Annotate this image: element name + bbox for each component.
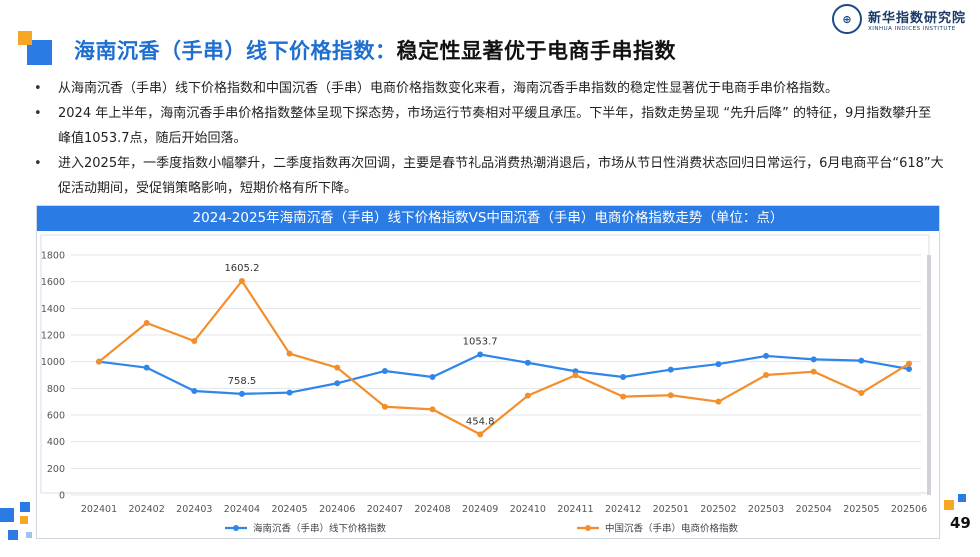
slide-title: 海南沉香（手串）线下价格指数：稳定性显著优于电商手串指数 <box>74 35 676 65</box>
series-1-point <box>667 392 674 399</box>
series-0-point <box>524 359 531 366</box>
x-tick-label: 202405 <box>271 504 307 515</box>
x-tick-label: 202407 <box>367 504 403 515</box>
series-0-point <box>381 368 388 374</box>
series-1-point <box>477 431 484 438</box>
series-0-point <box>906 366 912 372</box>
series-line-1 <box>98 279 910 436</box>
x-tick-label: 202409 <box>462 504 498 515</box>
series-1-point <box>429 406 436 413</box>
x-tick-label: 202404 <box>224 504 260 515</box>
title-accent-square-orange <box>18 31 32 45</box>
decor-square <box>944 500 954 510</box>
series-1-point <box>906 360 912 367</box>
series-0-point <box>667 366 674 373</box>
series-1-point <box>238 277 245 284</box>
slide-title-main: 海南沉香（手串）线下价格指数： <box>74 39 397 63</box>
y-tick-label: 1400 <box>41 304 65 315</box>
series-1-point <box>334 364 341 371</box>
decor-square <box>958 494 966 502</box>
chart-title: 2024-2025年海南沉香（手串）线下价格指数VS中国沉香（手串）电商价格指数… <box>37 206 939 231</box>
slide-title-sub: 稳定性显著优于电商手串指数 <box>396 39 676 63</box>
x-tick-label: 202410 <box>510 504 546 515</box>
series-0-point <box>620 374 627 380</box>
x-tick-label: 202506 <box>891 504 927 515</box>
x-tick-label: 202501 <box>653 504 689 515</box>
x-tick-label: 202411 <box>557 504 593 515</box>
series-0-point <box>429 374 436 380</box>
line-chart: 0 200 400 600 800 1000 1200 1400 1600 1800 202401 2… <box>40 234 931 535</box>
series-0-point <box>810 356 817 363</box>
series-0-point <box>477 351 484 358</box>
legend-entry: 海南沉香（手串）线下价格指数 <box>253 523 387 535</box>
plot-border <box>40 234 930 494</box>
series-1-point <box>810 368 817 375</box>
x-tick-label: 202505 <box>843 504 879 515</box>
series-0-point <box>238 390 245 397</box>
series-0-point <box>334 380 341 387</box>
series-line-0 <box>98 353 910 395</box>
bullet-item: 从海南沉香（手串）线下价格指数和中国沉香（手串）电商价格指数变化来看，海南沉香手… <box>34 76 944 101</box>
x-tick-label: 202403 <box>176 504 212 515</box>
y-tick-label: 1200 <box>41 331 65 342</box>
decor-square <box>0 508 14 522</box>
series-0-point <box>715 361 722 368</box>
decor-square <box>20 502 30 512</box>
logo-text: 新华指数研究院 XINHUA INDICES INSTITUTE <box>868 7 966 32</box>
series-1-point <box>572 372 579 379</box>
plot-shadow <box>927 255 931 495</box>
series-1-point <box>620 393 627 400</box>
legend-swatch-marker <box>233 525 239 531</box>
decor-square <box>26 532 32 538</box>
logo-name-cn: 新华指数研究院 <box>867 10 966 26</box>
bullet-list: 从海南沉香（手串）线下价格指数和中国沉香（手串）电商价格指数变化来看，海南沉香手… <box>34 76 944 201</box>
series-1-point <box>763 372 770 378</box>
x-tick-label: 202402 <box>129 504 165 515</box>
x-tick-label: 202406 <box>319 504 355 515</box>
y-tick-label: 400 <box>47 437 65 448</box>
data-label: 758.5 <box>228 376 257 387</box>
series-1-point <box>858 390 865 396</box>
data-label: 1053.7 <box>463 337 498 348</box>
series-1-point <box>143 320 150 326</box>
data-label: 454.8 <box>466 416 495 427</box>
legend-swatch-marker <box>585 525 591 531</box>
x-tick-label: 202504 <box>796 504 832 515</box>
series-1-point <box>381 403 388 410</box>
decor-square <box>20 516 28 524</box>
series-0-point <box>763 352 770 359</box>
institute-logo: ⊕ 新华指数研究院 XINHUA INDICES INSTITUTE <box>831 4 966 34</box>
series-1-point <box>96 358 102 365</box>
x-tick-label: 202503 <box>748 504 784 515</box>
y-tick-label: 600 <box>47 411 65 422</box>
series-1-point <box>286 350 293 357</box>
bullet-item: 进入2025年，一季度指数小幅攀升，二季度指数再次回调，主要是春节礼品消费热潮消… <box>34 151 944 201</box>
series-0-point <box>143 364 150 371</box>
x-tick-label: 202412 <box>605 504 641 515</box>
series-1-point <box>191 338 198 344</box>
globe-icon: ⊕ <box>831 4 862 34</box>
y-tick-label: 800 <box>47 384 65 395</box>
data-label: 1605.2 <box>224 263 259 274</box>
bullet-item: 2024 年上半年，海南沉香手串价格指数整体呈现下探态势，市场运行节奏相对平缓且… <box>34 101 944 151</box>
series-0-point <box>286 389 293 396</box>
series-0-point <box>191 388 198 394</box>
series-0-point <box>858 357 865 364</box>
page-number: 49 <box>950 514 971 532</box>
logo-name-en: XINHUA INDICES INSTITUTE <box>867 25 956 32</box>
series-1-point <box>715 398 722 405</box>
x-tick-label: 202401 <box>81 504 117 515</box>
y-tick-label: 1000 <box>41 357 65 368</box>
x-tick-label: 202502 <box>700 504 736 515</box>
y-tick-label: 0 <box>59 491 65 502</box>
series-1-point <box>524 392 531 399</box>
legend-entry: 中国沉香（手串）电商价格指数 <box>605 523 739 535</box>
y-tick-label: 1800 <box>41 251 65 262</box>
y-tick-label: 200 <box>47 464 65 475</box>
decor-square <box>8 530 18 540</box>
chart-frame: 2024-2025年海南沉香（手串）线下价格指数VS中国沉香（手串）电商价格指数… <box>36 205 940 539</box>
y-tick-label: 1600 <box>41 277 65 288</box>
x-tick-label: 202408 <box>414 504 450 515</box>
